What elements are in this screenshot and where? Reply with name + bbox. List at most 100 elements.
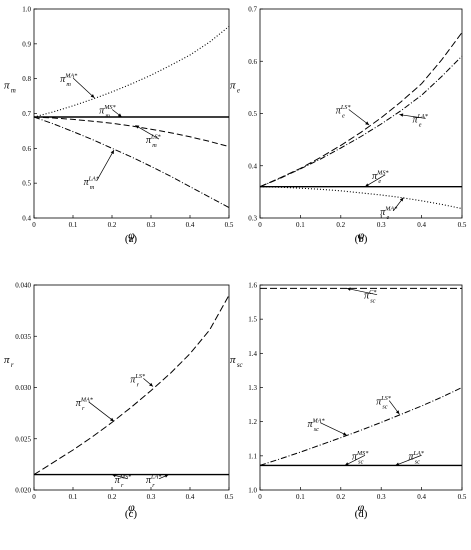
annotation-1-base: π xyxy=(60,74,66,85)
y-axis-label-symbol: πr xyxy=(4,354,14,369)
annotation-3-superscript: MA* xyxy=(312,417,326,424)
x-tick-label: 0.4 xyxy=(186,493,195,501)
annotation-3-base: π xyxy=(115,475,121,486)
y-axis-label-symbol: πm xyxy=(4,79,16,94)
annotation-2-superscript: LA* xyxy=(417,113,429,120)
annotation-1-subscript: r xyxy=(137,381,140,388)
x-tick-label: 0.5 xyxy=(225,221,234,229)
annotation-3-subscript: e xyxy=(378,178,381,185)
annotation-4-superscript: LA* xyxy=(150,473,162,480)
annotation-pointer xyxy=(346,288,378,296)
y-tick-label: 1.4 xyxy=(248,350,257,358)
chart-panel-c: 0 0.1 0.2 0.3 0.4 0.5 0.020 0.025 0.030 0.035 0.04… xyxy=(4,282,234,521)
annotation-2-superscript: LS* xyxy=(380,395,392,402)
y-tick-label: 0.5 xyxy=(22,180,31,188)
annotation-arrowhead xyxy=(395,410,400,415)
annotation-2-superscript: MA* xyxy=(80,396,94,403)
x-tick-label: 0.2 xyxy=(108,493,117,501)
y-tick-label: 0.025 xyxy=(15,435,31,443)
annotation-arrowhead xyxy=(90,94,95,98)
annotation-3-base: π xyxy=(308,419,314,430)
annotation-5-base: π xyxy=(409,451,415,462)
annotation-3-symbol: πMS* r xyxy=(115,473,132,489)
annotation-pointer xyxy=(348,109,370,126)
y-axis-label-base: π xyxy=(4,354,10,366)
annotation-pointer xyxy=(364,174,386,187)
annotation-1-superscript: LS* xyxy=(134,373,146,380)
annotation-pointer xyxy=(135,125,160,140)
annotation-2-base: π xyxy=(99,106,105,117)
y-tick-label: 0.040 xyxy=(15,282,31,290)
annotation-4-base: π xyxy=(380,207,386,218)
panel-label: (c) xyxy=(125,508,138,520)
y-tick-label: 1.2 xyxy=(248,418,257,426)
annotation-pointer xyxy=(320,422,348,436)
annotation-pointer xyxy=(72,77,95,99)
y-tick-label: 1.3 xyxy=(248,384,257,392)
series-line-1 xyxy=(259,32,463,188)
x-tick-label: 0 xyxy=(32,493,36,501)
y-tick-label: 0.6 xyxy=(248,58,257,66)
y-axis-label-subscript: m xyxy=(11,87,16,94)
annotation-1-subscript: m xyxy=(66,81,71,88)
annotation-2-subscript: r xyxy=(82,405,85,412)
annotation-1-base: π xyxy=(364,291,370,302)
annotation-1-symbol: πLS* r xyxy=(130,373,146,389)
annotation-4-superscript: LA* xyxy=(88,175,100,182)
x-tick-label: 0.2 xyxy=(108,221,117,229)
annotation-2-symbol: πMA* r xyxy=(76,396,94,412)
x-tick-label: 0.5 xyxy=(225,493,234,501)
chart-panel-a: 0 0.1 0.2 0.3 0.4 0.50.40.50.60.70.80.91.0πMA… xyxy=(4,6,234,246)
x-tick-label: 0.3 xyxy=(377,221,386,229)
annotation-arrowhead xyxy=(399,113,404,117)
annotation-arrowhead xyxy=(149,382,153,387)
annotation-2-subscript: m xyxy=(105,113,110,120)
annotation-arrowhead xyxy=(110,150,114,155)
x-axis-label: φ xyxy=(128,228,135,242)
annotation-4-subscript: m xyxy=(90,184,95,191)
y-axis-label-base: π xyxy=(230,354,236,366)
y-tick-label: 1.1 xyxy=(248,452,257,460)
x-tick-label: 0.3 xyxy=(147,221,156,229)
x-axis-label: φ xyxy=(358,228,365,242)
annotation-2-subscript: sc xyxy=(382,404,387,411)
annotation-4-symbol: πMA* e xyxy=(380,205,398,221)
y-tick-label: 0.030 xyxy=(15,384,31,392)
y-tick-label: 0.020 xyxy=(15,487,31,495)
annotation-4-symbol: πMS* sc xyxy=(352,450,369,466)
annotation-1-symbol: πC* sc xyxy=(364,289,377,305)
annotation-3-superscript: LS* xyxy=(150,134,162,141)
x-tick-label: 0 xyxy=(32,221,36,229)
x-tick-label: 0.1 xyxy=(69,221,78,229)
x-tick-label: 0.3 xyxy=(377,493,386,501)
x-axis-label: φ xyxy=(128,500,135,514)
annotation-pointer xyxy=(395,454,422,466)
annotation-5-superscript: LA* xyxy=(413,450,425,457)
annotation-arrowhead xyxy=(346,287,351,291)
annotation-2-base: π xyxy=(76,398,82,409)
x-tick-label: 0 xyxy=(258,493,262,501)
series-line-3 xyxy=(33,116,230,148)
annotation-4-superscript: MA* xyxy=(384,205,398,212)
annotation-arrowhead xyxy=(112,473,116,478)
y-axis-label-subscript: e xyxy=(237,87,240,94)
annotation-4-superscript: MS* xyxy=(356,450,369,457)
y-tick-label: 0.4 xyxy=(22,215,31,223)
y-tick-label: 1.5 xyxy=(248,316,257,324)
annotation-3-base: π xyxy=(372,171,378,182)
annotation-arrowhead xyxy=(164,474,169,478)
series-line-1 xyxy=(33,25,230,118)
annotation-3-symbol: πMS* e xyxy=(372,169,389,185)
series-line-2 xyxy=(259,387,463,466)
annotation-3-superscript: MS* xyxy=(119,473,132,480)
annotation-2-symbol: πLA* e xyxy=(413,113,429,129)
x-tick-label: 0.5 xyxy=(458,493,467,501)
annotation-arrowhead xyxy=(365,183,370,187)
panel-label: (a) xyxy=(125,233,138,245)
annotation-3-superscript: MS* xyxy=(376,169,389,176)
annotation-4-subscript: r xyxy=(152,482,155,489)
annotation-4-subscript: e xyxy=(386,214,389,221)
plot-frame xyxy=(33,284,230,491)
